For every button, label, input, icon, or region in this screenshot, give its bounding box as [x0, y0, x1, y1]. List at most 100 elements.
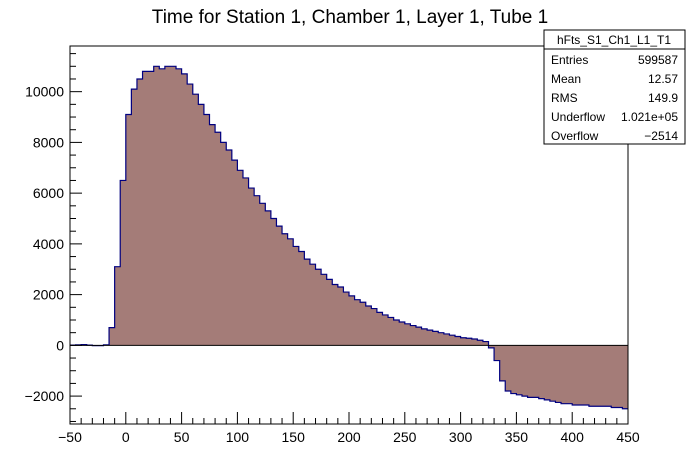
histogram-bar [254, 195, 261, 346]
histogram-bar [360, 302, 367, 346]
histogram-bar [438, 332, 445, 346]
histogram-bar [594, 345, 601, 407]
histogram-bar [588, 345, 595, 407]
histogram-bar [527, 345, 534, 398]
x-tick-label: 150 [282, 429, 306, 445]
histogram-bar [510, 345, 517, 394]
histogram-bar [259, 203, 266, 346]
histogram-bar [192, 94, 199, 346]
histogram-bar [153, 66, 160, 346]
x-tick-label: 200 [337, 429, 361, 445]
histogram-bar [164, 66, 171, 346]
x-tick-label: 250 [393, 429, 417, 445]
histogram-bar [170, 66, 177, 346]
histogram-bar [549, 345, 556, 402]
stats-value-mean: 12.57 [648, 72, 678, 86]
histogram-bar [427, 330, 434, 346]
histogram-bar [343, 292, 350, 346]
histogram-bar [538, 345, 545, 399]
histogram-bar [354, 299, 361, 346]
histogram-bar [181, 73, 188, 346]
x-tick-label: 350 [505, 429, 529, 445]
histogram-bar [337, 287, 344, 346]
histogram-bar [114, 266, 121, 346]
histogram-bar [415, 327, 422, 346]
histogram-bar [577, 345, 584, 405]
y-tick-label: 2000 [33, 287, 64, 303]
histogram-bar [198, 104, 205, 346]
histogram-bar [471, 339, 478, 346]
histogram-bar [270, 218, 277, 346]
stats-label-mean: Mean [551, 72, 581, 86]
histogram-bar [516, 345, 523, 395]
histogram-bar [326, 279, 333, 346]
histogram-bar [410, 325, 417, 346]
stats-value-rms: 149.9 [648, 91, 678, 105]
histogram-bar [611, 345, 618, 408]
histogram-bar [399, 322, 406, 346]
histogram-bar [566, 345, 573, 404]
histogram-bar [349, 295, 355, 346]
histogram-bar [404, 323, 411, 346]
histogram-bar [293, 246, 300, 346]
histogram-bar [248, 188, 255, 346]
histogram-bar [382, 314, 389, 346]
histogram-bar [125, 114, 132, 346]
histogram-bar [505, 345, 512, 392]
histogram-bar [561, 345, 568, 404]
chart-title: Time for Station 1, Chamber 1, Layer 1, … [152, 7, 548, 28]
y-tick-label: 10000 [25, 84, 64, 100]
histogram-bar [466, 338, 473, 346]
histogram-bar [231, 160, 238, 346]
histogram-bar [622, 345, 629, 409]
histogram-bar [276, 226, 283, 346]
histogram-bar [572, 345, 579, 405]
histogram-bar [282, 233, 289, 346]
histogram-bar [488, 345, 495, 348]
y-tick-label: −2000 [25, 388, 65, 404]
histogram-bar [499, 345, 506, 381]
y-tick-label: 0 [56, 337, 64, 353]
histogram-bar [544, 345, 551, 400]
histogram-bar [203, 114, 210, 346]
histogram-bar [209, 124, 216, 346]
histogram-bar [226, 150, 233, 346]
histogram-bar [583, 345, 590, 405]
histogram-bar [616, 345, 623, 408]
histogram-bar [460, 337, 467, 346]
histogram-bar [605, 345, 612, 407]
stats-value-entries: 599587 [638, 53, 678, 67]
y-tick-label: 8000 [33, 134, 64, 150]
x-tick-label: 400 [561, 429, 585, 445]
histogram-bar [376, 312, 383, 346]
histogram-bar [287, 238, 294, 346]
histogram-bar [332, 284, 339, 346]
histogram-bar [600, 345, 607, 407]
x-tick-label: 0 [122, 429, 130, 445]
histogram-bar [533, 345, 540, 398]
stats-title: hFts_S1_Ch1_L1_T1 [557, 33, 671, 47]
stats-label-overflow: Overflow [551, 129, 599, 143]
histogram-bar [393, 319, 400, 346]
x-tick-label: 300 [449, 429, 473, 445]
histogram-bar [187, 84, 194, 346]
stats-label-rms: RMS [551, 91, 578, 105]
histogram-bar [443, 333, 450, 346]
x-tick-label: 100 [226, 429, 250, 445]
histogram-bar [176, 68, 182, 346]
histogram-bar [315, 269, 322, 346]
y-tick-label: 4000 [33, 236, 64, 252]
histogram-bar [432, 331, 439, 346]
histogram-bar [555, 345, 562, 403]
histogram-bar [309, 264, 316, 346]
histogram-bar [365, 306, 372, 346]
x-tick-label: 50 [174, 429, 190, 445]
y-tick-label: 6000 [33, 185, 64, 201]
histogram-bar [265, 210, 272, 346]
histogram-bar [159, 68, 166, 346]
histogram-bar [421, 328, 428, 346]
x-axis: −50 0 50 100 150 200 250 300 350 400 450 [58, 412, 640, 445]
histogram-bar [142, 71, 149, 346]
histogram-bar [455, 336, 461, 346]
histogram-bar [477, 340, 484, 346]
